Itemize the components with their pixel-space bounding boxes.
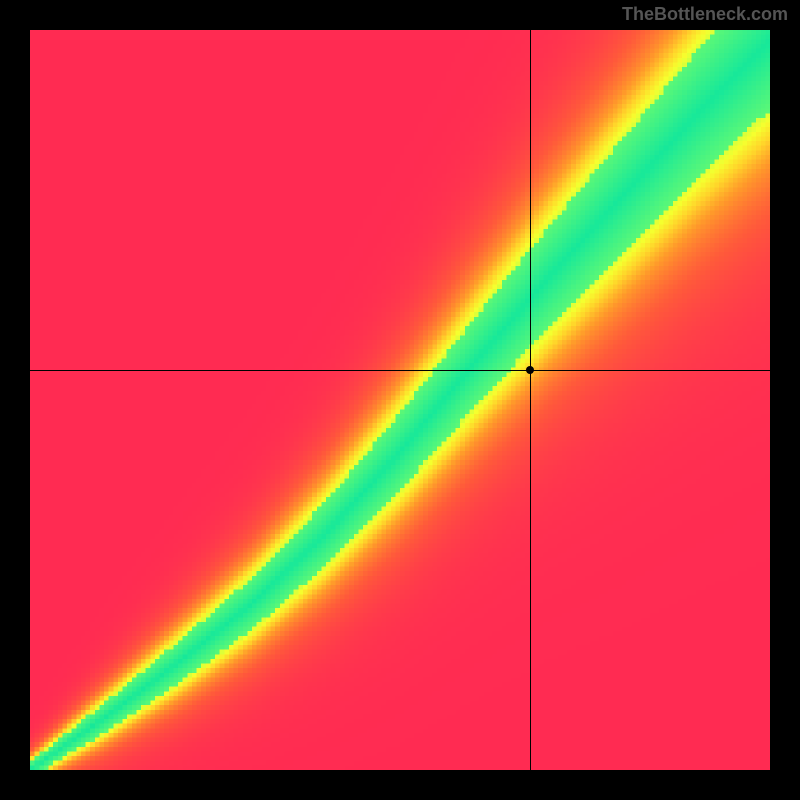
- crosshair-vertical: [530, 30, 531, 770]
- watermark-text: TheBottleneck.com: [622, 4, 788, 25]
- figure-container: TheBottleneck.com: [0, 0, 800, 800]
- plot-area: [30, 30, 770, 770]
- crosshair-horizontal: [30, 370, 770, 371]
- heatmap-canvas: [30, 30, 770, 770]
- marker-dot: [526, 366, 534, 374]
